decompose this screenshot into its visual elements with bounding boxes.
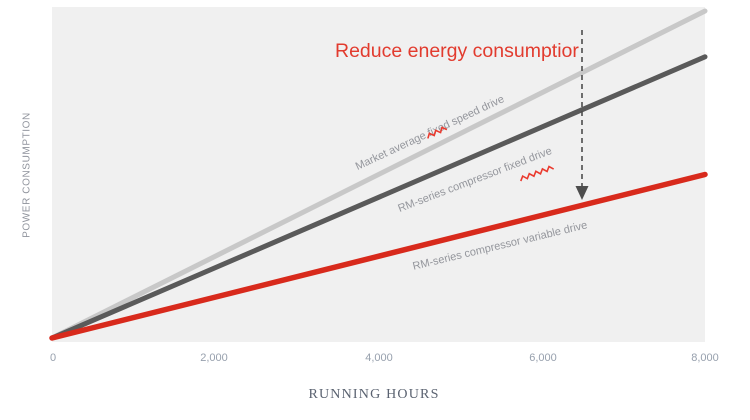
- misspell-squiggle-icon: [427, 126, 448, 139]
- x-tick-8000: 8,000: [691, 352, 719, 364]
- misspell-squiggle-icon: [520, 165, 555, 182]
- x-tick-0: 0: [49, 352, 57, 364]
- line-rm-series-variable-drive: [49, 171, 708, 341]
- x-tick-2000: 2,000: [200, 352, 228, 364]
- x-tick-6000: 6,000: [529, 352, 557, 364]
- line-rm-series-fixed-drive: [49, 54, 708, 341]
- line-market-average-fixed-speed: [49, 8, 708, 341]
- plot-area: Reduce energy consumptior Market average…: [49, 7, 708, 342]
- x-tick-4000: 4,000: [365, 352, 393, 364]
- x-axis-label: RUNNING HOURS: [308, 387, 440, 402]
- y-axis-label: POWER CONSUMPTION: [21, 112, 33, 238]
- annotation-reduce-energy: Reduce energy consumptior: [335, 40, 579, 62]
- reduce-arrow-dashed: [575, 30, 589, 200]
- reduce-arrow-head-icon: [575, 186, 589, 200]
- chart-lines-svg: [49, 8, 708, 341]
